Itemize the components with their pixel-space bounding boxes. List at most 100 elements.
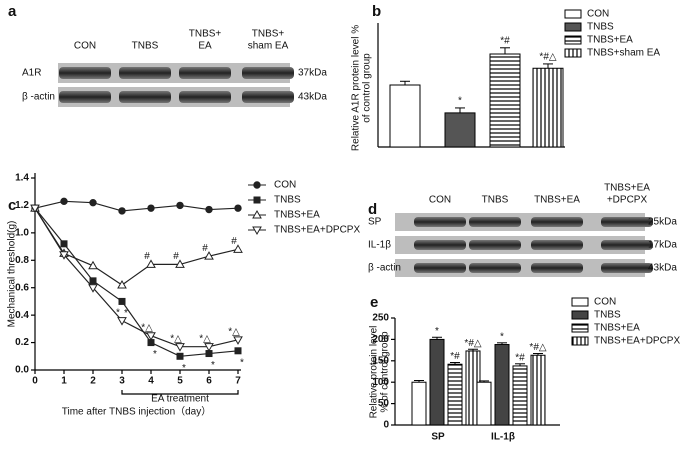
blot-band bbox=[601, 217, 653, 227]
y-axis-label: Relative A1R protein level % bbox=[351, 25, 362, 151]
bar bbox=[489, 53, 521, 148]
marker bbox=[233, 336, 243, 345]
marker bbox=[175, 259, 185, 268]
annotation: * bbox=[435, 326, 439, 337]
x-tick-label: 3 bbox=[119, 376, 125, 387]
legend-swatch bbox=[571, 310, 589, 320]
bar bbox=[444, 112, 476, 148]
blot-band bbox=[414, 217, 466, 227]
x-tick-label: 6 bbox=[206, 376, 212, 387]
blot-band bbox=[469, 217, 521, 227]
marker bbox=[146, 332, 156, 341]
y-tick-label: 1.4 bbox=[15, 173, 29, 184]
panel-label: b bbox=[372, 3, 381, 20]
marker bbox=[234, 204, 242, 212]
blot-band bbox=[242, 91, 294, 103]
y-tick-label: 1.2 bbox=[15, 200, 29, 211]
row-label: SP bbox=[368, 217, 382, 228]
panel-label: c bbox=[8, 197, 16, 214]
legend-swatch bbox=[564, 22, 582, 32]
y-axis-label: Mechanical threshold(g) bbox=[7, 221, 18, 328]
blot-band bbox=[601, 263, 653, 273]
legend-marker bbox=[253, 181, 261, 189]
marker bbox=[146, 259, 156, 268]
line bbox=[34, 207, 239, 286]
marker bbox=[89, 198, 97, 207]
blot-band bbox=[59, 67, 111, 79]
legend-swatch bbox=[564, 9, 582, 19]
panel-label: a bbox=[8, 3, 17, 20]
annotation: *△ bbox=[199, 333, 211, 344]
bar bbox=[532, 67, 564, 148]
y-axis-label: of control group bbox=[362, 53, 373, 123]
row-label: β -actin bbox=[368, 263, 401, 274]
blot-band bbox=[119, 67, 171, 79]
legend-label: TNBS+EA bbox=[587, 35, 633, 46]
legend-swatch bbox=[564, 48, 582, 58]
size-label: 43kDa bbox=[648, 263, 677, 274]
marker bbox=[205, 205, 213, 214]
size-label: 43kDa bbox=[298, 92, 327, 103]
blot-band bbox=[601, 240, 653, 250]
marker bbox=[175, 343, 185, 352]
y-tick-label: 0.8 bbox=[15, 255, 29, 266]
legend-marker bbox=[252, 209, 262, 219]
legend-label: TNBS+EA+DPCPX bbox=[274, 225, 360, 236]
annotation: *#△ bbox=[539, 52, 556, 63]
bar bbox=[512, 365, 528, 426]
y-tick-label: 0.2 bbox=[15, 337, 29, 348]
blot-band bbox=[469, 240, 521, 250]
y-tick-label: 250 bbox=[372, 313, 389, 324]
x-tick-label: 7 bbox=[235, 376, 241, 387]
legend-label: TNBS bbox=[587, 22, 614, 33]
annotation: # bbox=[173, 251, 179, 262]
blot-band bbox=[242, 67, 294, 79]
size-label: 37kDa bbox=[298, 68, 327, 79]
annotation: # bbox=[144, 251, 150, 262]
x-tick-label: 1 bbox=[61, 376, 67, 387]
marker bbox=[176, 201, 184, 210]
y-axis-label: Relative protein level bbox=[369, 326, 380, 419]
column-label: TNBS+ bbox=[252, 29, 285, 40]
marker bbox=[30, 204, 40, 214]
marker bbox=[88, 284, 98, 293]
marker bbox=[59, 251, 69, 260]
x-tick-label: IL-1β bbox=[491, 432, 515, 443]
annotation: *△ bbox=[141, 322, 153, 333]
legend-label: CON bbox=[587, 9, 609, 20]
line bbox=[34, 207, 239, 348]
bracket-label: EA treatment bbox=[151, 394, 209, 405]
column-label: EA bbox=[198, 41, 212, 52]
annotation: * bbox=[124, 308, 128, 319]
annotation: * bbox=[240, 357, 244, 368]
marker bbox=[147, 204, 155, 212]
legend-label: TNBS bbox=[594, 310, 621, 321]
bar bbox=[476, 381, 492, 426]
marker bbox=[117, 279, 127, 289]
y-tick-label: 0.4 bbox=[15, 310, 29, 321]
bar bbox=[530, 354, 546, 426]
column-label: CON bbox=[74, 41, 96, 52]
x-tick-label: 0 bbox=[32, 376, 38, 387]
legend-marker bbox=[253, 196, 261, 204]
x-tick-label: 5 bbox=[177, 376, 183, 387]
column-label: sham EA bbox=[248, 41, 289, 52]
y-axis-label: % of control group bbox=[380, 331, 391, 413]
annotation: *# bbox=[500, 35, 510, 46]
y-tick-label: 150 bbox=[372, 355, 389, 366]
y-tick-label: 0.6 bbox=[15, 282, 29, 293]
panel-label: e bbox=[370, 294, 378, 311]
column-label: +DPCPX bbox=[607, 195, 648, 206]
marker bbox=[176, 352, 184, 360]
size-label: 25kDa bbox=[648, 217, 677, 228]
bar bbox=[411, 381, 427, 426]
annotation: * bbox=[458, 96, 462, 107]
blot-band bbox=[531, 240, 583, 250]
marker bbox=[117, 317, 127, 326]
marker bbox=[118, 297, 126, 305]
column-label: TNBS+EA bbox=[534, 195, 580, 206]
legend-label: TNBS+EA bbox=[274, 210, 320, 221]
blot-band bbox=[531, 263, 583, 273]
y-tick-label: 200 bbox=[372, 334, 389, 345]
